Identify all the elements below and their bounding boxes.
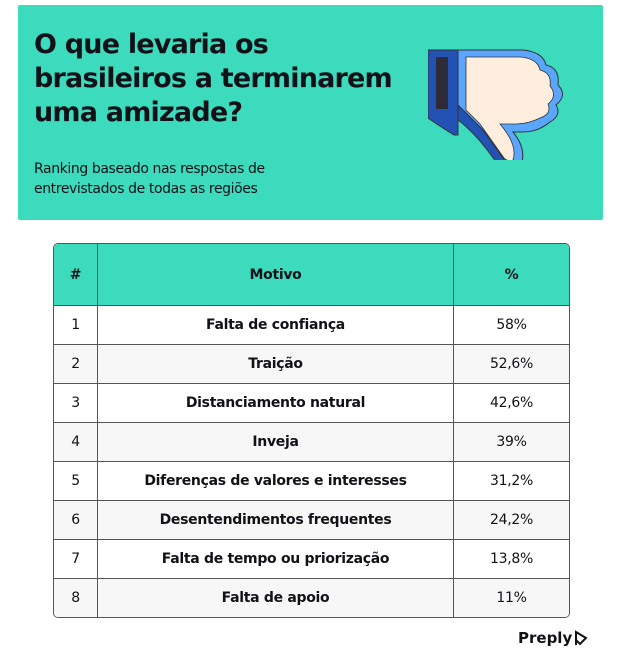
table-row: 6 Desentendimentos frequentes 24,2% xyxy=(54,501,569,540)
table-row: 5 Diferenças de valores e interesses 31,2% xyxy=(54,462,569,501)
motivo-cell: Falta de apoio xyxy=(98,579,454,617)
page-title: O que levaria os brasileiros a terminare… xyxy=(34,29,393,128)
motivo-cell: Falta de confiança xyxy=(98,306,454,345)
preply-logo-icon xyxy=(575,630,588,646)
rank-cell: 4 xyxy=(54,423,98,462)
rank-cell: 1 xyxy=(54,306,98,345)
thumbs-down-icon xyxy=(428,49,563,160)
motivo-cell: Desentendimentos frequentes xyxy=(98,501,454,540)
rank-cell: 7 xyxy=(54,540,98,579)
column-header-rank: # xyxy=(54,244,98,306)
table-row: 4 Inveja 39% xyxy=(54,423,569,462)
table-row: 1 Falta de confiança 58% xyxy=(54,306,569,345)
rank-cell: 3 xyxy=(54,384,98,423)
rank-cell: 8 xyxy=(54,579,98,617)
rank-cell: 5 xyxy=(54,462,98,501)
column-header-motivo: Motivo xyxy=(98,244,454,306)
percent-cell: 52,6% xyxy=(454,345,569,384)
rank-cell: 6 xyxy=(54,501,98,540)
ranking-table: # Motivo % 1 Falta de confiança 58% 2 Traiçã… xyxy=(53,243,570,618)
table-row: 2 Traição 52,6% xyxy=(54,345,569,384)
table-row: 7 Falta de tempo ou priorização 13,8% xyxy=(54,540,569,579)
percent-cell: 11% xyxy=(454,579,569,617)
motivo-cell: Diferenças de valores e interesses xyxy=(98,462,454,501)
table-row: 3 Distanciamento natural 42,6% xyxy=(54,384,569,423)
percent-cell: 39% xyxy=(454,423,569,462)
motivo-cell: Falta de tempo ou priorização xyxy=(98,540,454,579)
brand-name: Preply xyxy=(518,629,573,647)
rank-cell: 2 xyxy=(54,345,98,384)
percent-cell: 24,2% xyxy=(454,501,569,540)
page-subtitle: Ranking baseado nas respostas de entrevi… xyxy=(34,161,265,197)
percent-cell: 31,2% xyxy=(454,462,569,501)
motivo-cell: Distanciamento natural xyxy=(98,384,454,423)
table-row: 8 Falta de apoio 11% xyxy=(54,579,569,617)
table-header-row: # Motivo % xyxy=(54,244,569,306)
percent-cell: 13,8% xyxy=(454,540,569,579)
percent-cell: 58% xyxy=(454,306,569,345)
preply-logo: Preply xyxy=(518,629,588,647)
motivo-cell: Traição xyxy=(98,345,454,384)
percent-cell: 42,6% xyxy=(454,384,569,423)
column-header-percent: % xyxy=(454,244,569,306)
motivo-cell: Inveja xyxy=(98,423,454,462)
